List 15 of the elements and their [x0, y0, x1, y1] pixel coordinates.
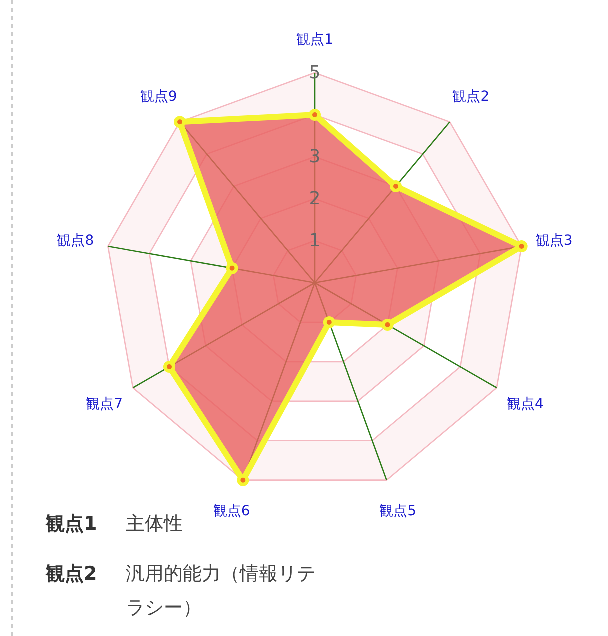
spoke-label: 観点8 — [57, 232, 94, 249]
text: 観点1 主体性 — [46, 513, 183, 535]
spoke-label: 観点3 — [536, 232, 573, 249]
spoke-label: 観点4 — [506, 396, 544, 412]
spoke-label: 観点5 — [380, 503, 417, 520]
y-tick-label: 5 — [309, 62, 321, 84]
y-tick-label: 3 — [309, 146, 321, 168]
spoke-label: 観点7 — [86, 396, 124, 412]
y-tick-label: 2 — [309, 188, 321, 210]
spoke-label: 観点6 — [213, 503, 250, 520]
text: 観点2 汎用的能力（情報リテラシー） — [46, 563, 316, 619]
spoke-label: 観点2 — [452, 88, 490, 105]
spoke-label: 観点9 — [140, 88, 178, 105]
spoke-label: 観点1 — [296, 32, 334, 48]
y-tick-label: 1 — [309, 230, 321, 252]
